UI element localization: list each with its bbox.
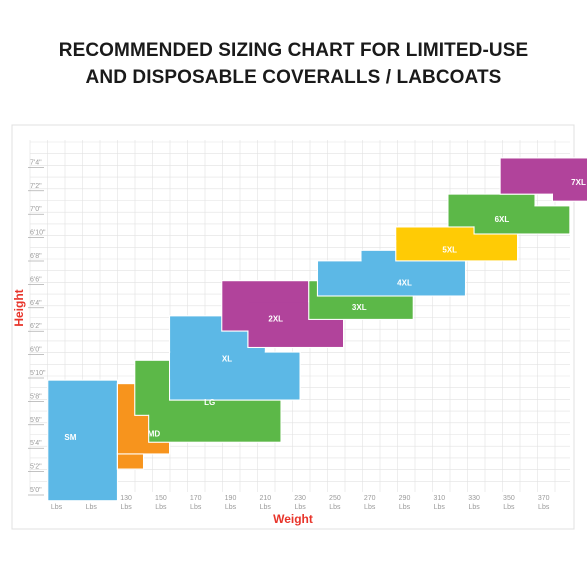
x-tick-label: 350 bbox=[503, 495, 515, 502]
size-label-lg: LG bbox=[204, 398, 215, 407]
y-tick-label: 5'0" bbox=[30, 487, 42, 494]
x-tick-label: 270 bbox=[364, 495, 376, 502]
x-tick-unit: Lbs bbox=[294, 504, 306, 511]
size-region-2xl bbox=[221, 280, 345, 349]
y-tick-marks bbox=[28, 167, 44, 496]
y-tick-label: 5'2" bbox=[30, 464, 42, 471]
y-tick-label: 6'0" bbox=[30, 347, 42, 354]
x-tick-label: 370 bbox=[538, 495, 550, 502]
size-label-7xl: 7XL bbox=[571, 178, 586, 187]
x-tick-label: 250 bbox=[329, 495, 341, 502]
x-tick-unit: Lbs bbox=[538, 504, 550, 511]
size-label-md: MD bbox=[148, 429, 161, 438]
size-label-5xl: 5XL bbox=[442, 246, 457, 255]
y-tick-label: 6'8" bbox=[30, 253, 42, 260]
x-tick-unit: Lbs bbox=[120, 504, 132, 511]
y-axis-ticks: 5'0" 5'2" 5'4" 5'6" 5'8" 5'10" 6'0" 6'2" 6'4" 6'6… bbox=[30, 159, 46, 494]
y-tick-label: 7'2" bbox=[30, 183, 42, 190]
x-tick-unit: Lbs bbox=[51, 504, 63, 511]
x-tick-label: 130 bbox=[120, 495, 132, 502]
size-label-sm: SM bbox=[64, 433, 76, 442]
y-tick-label: 7'4" bbox=[30, 159, 42, 166]
x-tick-unit: Lbs bbox=[434, 504, 446, 511]
size-label-2xl: 2XL bbox=[268, 315, 283, 324]
x-tick-unit: Lbs bbox=[190, 504, 202, 511]
x-axis-label: Weight bbox=[273, 512, 313, 526]
size-region-7xl bbox=[499, 157, 587, 202]
x-tick-unit: Lbs bbox=[225, 504, 237, 511]
size-regions bbox=[47, 157, 587, 502]
y-axis-label: Height bbox=[12, 289, 26, 326]
y-tick-label: 7'0" bbox=[30, 206, 42, 213]
x-tick-unit: Lbs bbox=[468, 504, 480, 511]
x-tick-unit: Lbs bbox=[260, 504, 272, 511]
size-block-fill-6xl bbox=[474, 206, 570, 234]
x-tick-label: 150 bbox=[155, 495, 167, 502]
x-tick-unit: Lbs bbox=[364, 504, 376, 511]
size-block-fill-md bbox=[118, 454, 143, 469]
size-label-3xl: 3XL bbox=[352, 303, 367, 312]
y-tick-label: 6'2" bbox=[30, 323, 42, 330]
size-labels: SM MD LG XL 2XL 3XL 4XL 5XL 6XL 7XL bbox=[64, 178, 586, 442]
x-tick-label: 170 bbox=[190, 495, 202, 502]
x-tick-label: 210 bbox=[259, 495, 271, 502]
x-tick-label: 190 bbox=[225, 495, 237, 502]
x-tick-unit: Lbs bbox=[399, 504, 411, 511]
size-block-fill-xl bbox=[170, 352, 300, 400]
y-tick-label: 5'8" bbox=[30, 393, 42, 400]
x-tick-label: 330 bbox=[468, 495, 480, 502]
size-block-fill-sm bbox=[48, 380, 117, 501]
size-label-xl: XL bbox=[222, 354, 232, 363]
size-block-fill-4xl bbox=[318, 261, 465, 296]
y-tick-label: 5'6" bbox=[30, 417, 42, 424]
size-block-fill-7xl bbox=[553, 158, 587, 201]
size-region-sm bbox=[47, 379, 118, 502]
x-tick-unit: Lbs bbox=[155, 504, 167, 511]
chart-title-line-2: AND DISPOSABLE COVERALLS / LABCOATS bbox=[85, 67, 502, 88]
chart-title-line-1: RECOMMENDED SIZING CHART FOR LIMITED-USE bbox=[58, 40, 529, 61]
y-tick-label: 5'10" bbox=[30, 370, 46, 377]
x-tick-label: 290 bbox=[399, 495, 411, 502]
y-tick-label: 5'4" bbox=[30, 440, 42, 447]
x-tick-unit: Lbs bbox=[86, 504, 98, 511]
size-region-6xl bbox=[447, 193, 571, 235]
y-tick-label: 6'6" bbox=[30, 276, 42, 283]
x-tick-label: 230 bbox=[294, 495, 306, 502]
x-tick-label: 310 bbox=[433, 495, 445, 502]
y-tick-label: 6'4" bbox=[30, 300, 42, 307]
size-label-4xl: 4XL bbox=[397, 278, 412, 287]
y-tick-label: 6'10" bbox=[30, 230, 46, 237]
size-label-6xl: 6XL bbox=[495, 215, 510, 224]
x-tick-unit: Lbs bbox=[329, 504, 341, 511]
x-tick-unit: Lbs bbox=[503, 504, 515, 511]
